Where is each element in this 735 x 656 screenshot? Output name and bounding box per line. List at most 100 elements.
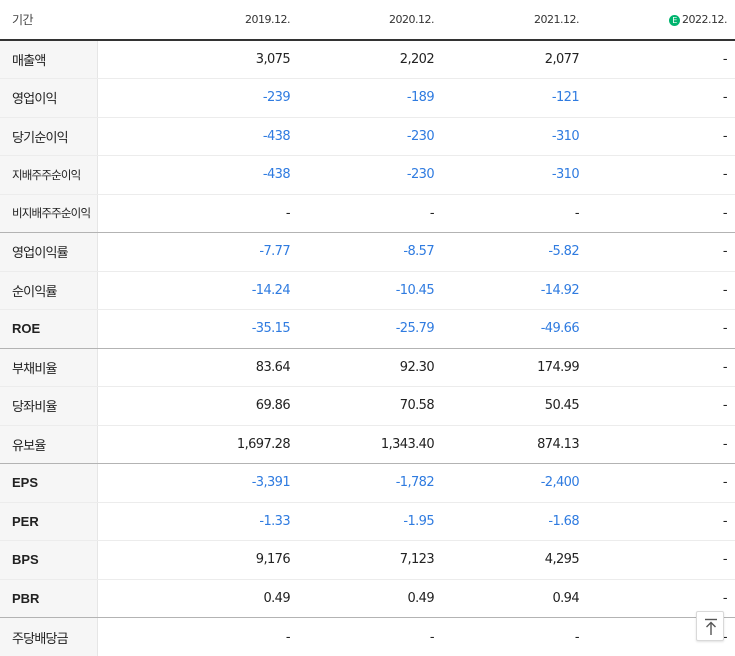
table-row: 당좌비율 69.86 70.58 50.45 -: [0, 387, 735, 426]
row-label-debt-ratio: 부채비율: [0, 348, 97, 387]
table-cell: -121: [442, 79, 587, 118]
table-cell: -438: [97, 156, 298, 195]
row-label-bps: BPS: [0, 541, 97, 580]
table-cell: -5.82: [442, 233, 587, 272]
table-cell: -2,400: [442, 464, 587, 503]
table-cell: 3,075: [97, 40, 298, 79]
table-cell: -7.77: [97, 233, 298, 272]
table-row: EPS -3,391 -1,782 -2,400 -: [0, 464, 735, 503]
table-cell: -: [442, 194, 587, 233]
year-header-2021: 2021.12.: [442, 0, 587, 40]
table-cell: -230: [298, 156, 442, 195]
table-cell: -: [298, 194, 442, 233]
table-cell: -: [97, 194, 298, 233]
table-cell: -310: [442, 156, 587, 195]
table-cell: 1,697.28: [97, 425, 298, 464]
table-cell: -: [587, 40, 735, 79]
row-label-reserve-ratio: 유보율: [0, 425, 97, 464]
table-row: 부채비율 83.64 92.30 174.99 -: [0, 348, 735, 387]
table-cell: -14.24: [97, 271, 298, 310]
table-cell: -230: [298, 117, 442, 156]
table-row: PBR 0.49 0.49 0.94 -: [0, 579, 735, 618]
row-label-per: PER: [0, 502, 97, 541]
table-cell: -10.45: [298, 271, 442, 310]
table-cell: -35.15: [97, 310, 298, 349]
year-header-2022-label: 2022.12.: [682, 13, 727, 26]
table-cell: -: [587, 541, 735, 580]
row-label-net-income: 당기순이익: [0, 117, 97, 156]
table-cell: 0.49: [298, 579, 442, 618]
table-cell: -310: [442, 117, 587, 156]
row-label-roe: ROE: [0, 310, 97, 349]
table-row: 지배주주순이익 -438 -230 -310 -: [0, 156, 735, 195]
table-cell: -: [587, 194, 735, 233]
row-label-operating-margin: 영업이익률: [0, 233, 97, 272]
table-cell: -: [587, 348, 735, 387]
table-cell: -438: [97, 117, 298, 156]
table-cell: -: [587, 387, 735, 426]
table-cell: -: [587, 117, 735, 156]
year-header-2019: 2019.12.: [97, 0, 298, 40]
table-cell: 69.86: [97, 387, 298, 426]
table-row: PER -1.33 -1.95 -1.68 -: [0, 502, 735, 541]
table-cell: -: [298, 618, 442, 656]
table-row: 유보율 1,697.28 1,343.40 874.13 -: [0, 425, 735, 464]
table-row: 매출액 3,075 2,202 2,077 -: [0, 40, 735, 79]
row-label-eps: EPS: [0, 464, 97, 503]
table-cell: 874.13: [442, 425, 587, 464]
table-cell: -239: [97, 79, 298, 118]
row-label-revenue: 매출액: [0, 40, 97, 79]
table-cell: -1.33: [97, 502, 298, 541]
table-cell: 174.99: [442, 348, 587, 387]
row-label-noncontrolling-net-income: 비지배주주순이익: [0, 194, 97, 233]
row-label-pbr: PBR: [0, 579, 97, 618]
table-cell: -: [587, 464, 735, 503]
arrow-up-to-top-icon: [703, 618, 719, 636]
table-cell: 0.49: [97, 579, 298, 618]
table-cell: -8.57: [298, 233, 442, 272]
table-cell: 83.64: [97, 348, 298, 387]
table-cell: 9,176: [97, 541, 298, 580]
table-cell: 1,343.40: [298, 425, 442, 464]
table-cell: -: [587, 233, 735, 272]
table-cell: -1,782: [298, 464, 442, 503]
row-label-controlling-net-income: 지배주주순이익: [0, 156, 97, 195]
table-cell: 4,295: [442, 541, 587, 580]
row-label-dividend-per-share: 주당배당금: [0, 618, 97, 656]
table-cell: -1.95: [298, 502, 442, 541]
period-header: 기간: [0, 0, 97, 40]
table-cell: -: [587, 156, 735, 195]
table-cell: 0.94: [442, 579, 587, 618]
year-header-2020: 2020.12.: [298, 0, 442, 40]
table-cell: -49.66: [442, 310, 587, 349]
table-cell: -1.68: [442, 502, 587, 541]
table-cell: -3,391: [97, 464, 298, 503]
table-row: 순이익률 -14.24 -10.45 -14.92 -: [0, 271, 735, 310]
table-cell: -: [587, 271, 735, 310]
table-cell: -: [97, 618, 298, 656]
table-cell: -: [587, 79, 735, 118]
table-row: ROE -35.15 -25.79 -49.66 -: [0, 310, 735, 349]
table-cell: -: [442, 618, 587, 656]
table-cell: 7,123: [298, 541, 442, 580]
table-cell: 70.58: [298, 387, 442, 426]
table-cell: 50.45: [442, 387, 587, 426]
table-cell: 92.30: [298, 348, 442, 387]
row-label-operating-profit: 영업이익: [0, 79, 97, 118]
table-cell: 2,202: [298, 40, 442, 79]
table-cell: -: [587, 502, 735, 541]
table-cell: -: [587, 310, 735, 349]
table-cell: -: [587, 425, 735, 464]
table-row: 영업이익률 -7.77 -8.57 -5.82 -: [0, 233, 735, 272]
row-label-net-margin: 순이익률: [0, 271, 97, 310]
row-label-quick-ratio: 당좌비율: [0, 387, 97, 426]
scroll-to-top-button[interactable]: [696, 611, 724, 641]
table-row: 주당배당금 - - - -: [0, 618, 735, 656]
table-cell: 2,077: [442, 40, 587, 79]
table-row: 비지배주주순이익 - - - -: [0, 194, 735, 233]
table-cell: -25.79: [298, 310, 442, 349]
table-row: 영업이익 -239 -189 -121 -: [0, 79, 735, 118]
